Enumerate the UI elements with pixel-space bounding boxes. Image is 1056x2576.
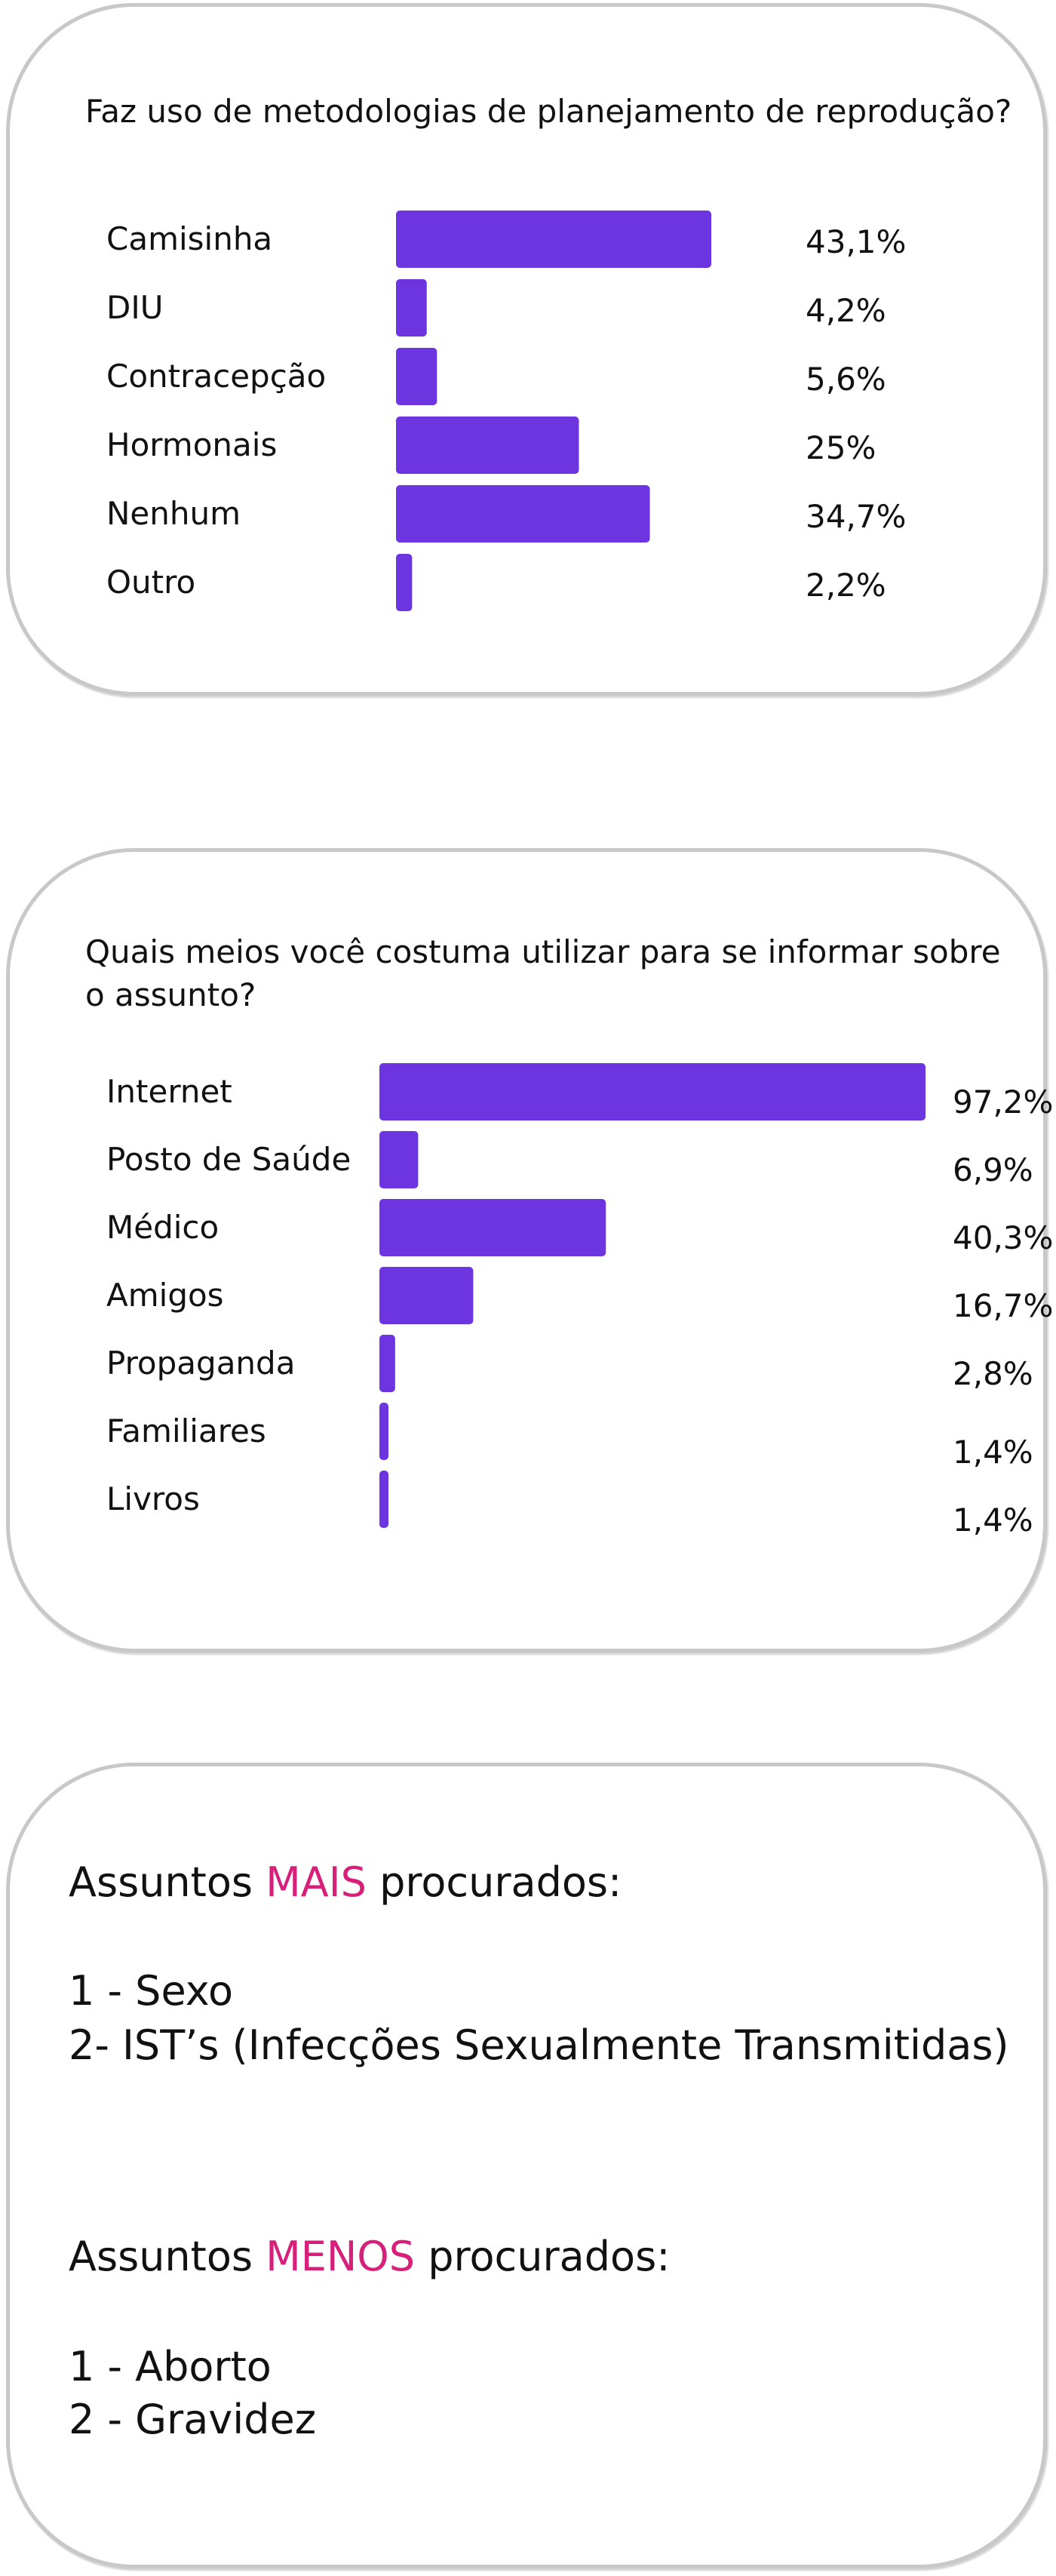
most-searched-item-1: 1 - Sexo [69, 1967, 234, 2015]
chart1-category-label: Outro [106, 564, 195, 601]
chart1-bar [396, 348, 437, 405]
chart1-value-label: 4,2% [806, 292, 886, 329]
chart2-value-label: 1,4% [953, 1434, 1033, 1471]
chart2-category-label: Livros [106, 1480, 200, 1517]
chart2-bar [379, 1063, 926, 1120]
chart1-value-label: 25% [806, 429, 876, 466]
chart2-bar [379, 1471, 388, 1528]
chart1-bar [396, 485, 650, 543]
chart2-bar [379, 1131, 419, 1188]
chart2-value-label: 6,9% [953, 1151, 1033, 1188]
chart2-value-label: 40,3% [953, 1219, 1053, 1256]
most-highlight: MAIS [266, 1858, 367, 1906]
chart1-value-label: 43,1% [806, 223, 906, 260]
least-searched-item-2: 2 - Gravidez [69, 2396, 317, 2443]
most-searched-item-2: 2- IST’s (Infecções Sexualmente Transmit… [69, 2021, 1009, 2069]
chart2-value-label: 2,8% [953, 1355, 1033, 1392]
chart1-category-label: DIU [106, 289, 163, 326]
chart2-value-label: 16,7% [953, 1287, 1053, 1324]
chart1-value-label: 34,7% [806, 498, 906, 535]
chart2-category-label: Médico [106, 1209, 219, 1246]
chart1-category-label: Camisinha [106, 220, 272, 257]
chart1-svg: Camisinha 43,1% DIU 4,2% Contracepção 5,6% Hor… [106, 211, 906, 611]
least-searched-heading: Assuntos MENOS procurados: [69, 2230, 670, 2284]
chart2-bar [379, 1403, 388, 1460]
chart2-bar [379, 1335, 395, 1392]
chart2-question: Quais meios você costuma utilizar para s… [85, 933, 1001, 1013]
chart2-category-label: Internet [106, 1073, 232, 1110]
information-sources-card: Quais meios você costuma utilizar para s… [6, 848, 1053, 1652]
chart2-value-label: 97,2% [953, 1084, 1053, 1120]
chart2-value-label: 1,4% [953, 1502, 1033, 1539]
chart1-category-label: Nenhum [106, 495, 241, 532]
least-prefix: Assuntos [69, 2233, 266, 2280]
most-suffix: procurados: [366, 1858, 622, 1906]
most-searched-heading: Assuntos MAIS procurados: [69, 1855, 622, 1910]
reproduction-planning-card: Faz uso de metodologias de planejamento … [6, 3, 1047, 696]
chart1-category-label: Hormonais [106, 426, 277, 463]
chart2-category-label: Amigos [106, 1277, 224, 1314]
chart2-svg: Internet 97,2% Posto de Saúde 6,9% Médico 40,… [106, 1063, 1053, 1539]
chart1-value-label: 5,6% [806, 361, 886, 398]
chart2-category-label: Propaganda [106, 1345, 295, 1382]
chart2-bar [379, 1199, 606, 1256]
chart1-value-label: 2,2% [806, 567, 886, 604]
chart2-category-label: Posto de Saúde [106, 1141, 351, 1178]
least-searched-item-1: 1 - Aborto [69, 2343, 272, 2390]
least-highlight: MENOS [266, 2233, 416, 2280]
chart1-bar [396, 211, 711, 268]
chart1-category-label: Contracepção [106, 358, 326, 395]
chart1-question: Faz uso de metodologias de planejamento … [85, 93, 1012, 130]
chart1-bar [396, 279, 427, 337]
chart2-category-label: Familiares [106, 1412, 266, 1449]
least-suffix: procurados: [415, 2233, 671, 2280]
topics-card: Assuntos MAIS procurados: 1 - Sexo 2- IS… [6, 1763, 1047, 2568]
chart1-bar [396, 554, 413, 611]
chart1-bar [396, 417, 579, 474]
most-prefix: Assuntos [69, 1858, 266, 1906]
chart2-bar [379, 1267, 474, 1324]
